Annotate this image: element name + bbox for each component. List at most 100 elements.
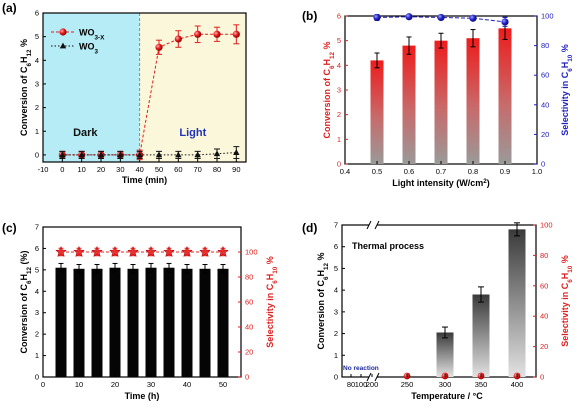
bar-conversion bbox=[508, 229, 526, 377]
data-point-selectivity-star bbox=[181, 245, 193, 257]
x-tick-label: 20 bbox=[97, 165, 105, 174]
y-left-tick-label: 6 bbox=[337, 12, 341, 21]
data-point-wo3 bbox=[78, 151, 85, 158]
x-tick-label: 0.5 bbox=[372, 167, 382, 176]
data-point-wo3x bbox=[155, 43, 163, 51]
legend-label-wo3x: WO3-X bbox=[79, 28, 105, 42]
y-left-tick-label: 6 bbox=[334, 242, 338, 251]
x-tick-label: 20 bbox=[111, 380, 119, 389]
x-tick-label: 0 bbox=[41, 380, 45, 389]
bar-conversion bbox=[181, 268, 193, 377]
x-tick-label: 40 bbox=[135, 165, 143, 174]
data-point-wo3 bbox=[59, 151, 66, 158]
x-tick-label: 100 bbox=[355, 380, 368, 389]
legend-marker-wo3 bbox=[59, 42, 67, 49]
y-right-tick-label: 100 bbox=[540, 221, 553, 230]
y-right-tick-label: 80 bbox=[541, 41, 549, 50]
x-axis-label: Temperature / °C bbox=[411, 391, 483, 401]
y-left-tick-label: 2 bbox=[334, 329, 338, 338]
x-tick-label: 50 bbox=[155, 165, 163, 174]
y-right-tick-label: 20 bbox=[540, 342, 548, 351]
data-point-selectivity-star bbox=[163, 245, 175, 257]
y-left-tick-label: 3 bbox=[35, 308, 39, 317]
x-axis-label: Light intensity (W/cm2) bbox=[392, 178, 490, 189]
y-right-tick-label: 100 bbox=[541, 12, 554, 21]
bar-conversion bbox=[472, 294, 490, 377]
x-tick-label: 40 bbox=[183, 380, 191, 389]
y-right-tick-label: 40 bbox=[540, 312, 548, 321]
y-left-tick-label: 0 bbox=[35, 373, 39, 382]
data-point-wo3 bbox=[213, 150, 221, 157]
x-tick-label: 70 bbox=[193, 165, 201, 174]
y-right-axis-label: Selectivity in C6H10 % bbox=[560, 255, 574, 347]
region-light bbox=[139, 13, 246, 162]
y-right-tick-label: 60 bbox=[245, 298, 253, 307]
y-left-tick-label: 1 bbox=[334, 351, 338, 360]
x-tick-label: 10 bbox=[77, 165, 85, 174]
y-tick-label: 4 bbox=[35, 56, 39, 65]
x-tick-label: 0.8 bbox=[468, 167, 478, 176]
legend-marker-wo3x bbox=[59, 28, 67, 36]
x-axis-label: Time (min) bbox=[122, 175, 167, 185]
y-right-tick-label: 80 bbox=[540, 251, 548, 260]
bar-conversion bbox=[466, 38, 480, 165]
series-line-wo3 bbox=[62, 152, 237, 156]
y-left-tick-label: 2 bbox=[35, 330, 39, 339]
bar-conversion bbox=[73, 268, 85, 377]
y-tick-label: 5 bbox=[35, 32, 39, 41]
data-point-wo3 bbox=[194, 151, 201, 158]
data-point-selectivity bbox=[501, 18, 509, 26]
x-tick-label: 0.4 bbox=[340, 167, 350, 176]
x-tick-label: 0.9 bbox=[500, 167, 510, 176]
y-right-tick-label: 100 bbox=[245, 248, 258, 257]
x-tick-label: 30 bbox=[147, 380, 155, 389]
data-point-wo3 bbox=[97, 151, 105, 158]
x-axis-label: Time (h) bbox=[125, 391, 160, 401]
y-left-tick-label: 5 bbox=[334, 264, 338, 273]
y-left-axis-label: Conversion of C6H12 % bbox=[322, 41, 336, 138]
data-point-selectivity bbox=[373, 13, 381, 22]
region-label-light: Light bbox=[179, 127, 206, 139]
y-right-tick-label: 80 bbox=[245, 273, 253, 282]
data-point-wo3 bbox=[117, 151, 124, 158]
data-point-selectivity-star bbox=[91, 245, 103, 257]
y-tick-label: 3 bbox=[35, 79, 39, 88]
y-right-axis-label: Selectivity in C6H10 % bbox=[265, 256, 279, 348]
y-tick-label: 2 bbox=[35, 103, 39, 112]
x-tick-label: 90 bbox=[232, 165, 240, 174]
panel-a: -10 0 10 20 30 40 50 60 70 80 90 0 1 2 3 4 5 6 (a) Time (mi… bbox=[2, 1, 247, 185]
y-left-tick-label: 7 bbox=[334, 221, 338, 230]
bar-conversion bbox=[127, 268, 139, 377]
y-right-tick-label: 60 bbox=[540, 281, 548, 290]
y-right-tick-label: 20 bbox=[541, 130, 549, 139]
y-tick-label: 1 bbox=[35, 127, 39, 136]
region-dark bbox=[43, 13, 140, 162]
data-point-selectivity bbox=[469, 14, 477, 22]
y-right-tick-label: 40 bbox=[245, 323, 253, 332]
bar-conversion bbox=[109, 267, 121, 377]
x-tick-label: 0.7 bbox=[436, 167, 446, 176]
data-point-wo3x bbox=[174, 35, 182, 43]
y-right-tick-label: 40 bbox=[541, 100, 549, 109]
y-left-tick-label: 3 bbox=[334, 307, 338, 316]
axis-break-mark bbox=[366, 372, 372, 382]
selectivity-line bbox=[376, 16, 506, 23]
data-point-wo3 bbox=[175, 151, 182, 158]
x-tick-label: 60 bbox=[174, 165, 182, 174]
y-left-tick-label: 6 bbox=[35, 244, 39, 253]
x-tick-label: 300 bbox=[439, 380, 452, 389]
x-tick-label: 30 bbox=[116, 165, 124, 174]
y-left-tick-label: 4 bbox=[35, 287, 39, 296]
panel-label: (c) bbox=[2, 221, 17, 235]
panel-b: 0.4 0.5 0.6 0.7 0.8 0.9 1.00123456020406080100… bbox=[302, 9, 574, 188]
x-tick-label: 50 bbox=[219, 380, 227, 389]
panel-label: (a) bbox=[2, 1, 17, 15]
y-right-tick-label: 20 bbox=[245, 348, 253, 357]
data-point-selectivity bbox=[405, 13, 413, 21]
y-right-axis-label: Selectivity in C6H10 % bbox=[560, 44, 574, 136]
data-point-selectivity-star bbox=[145, 245, 157, 257]
data-point-selectivity-star bbox=[199, 245, 211, 257]
panel-label: (d) bbox=[302, 221, 317, 235]
